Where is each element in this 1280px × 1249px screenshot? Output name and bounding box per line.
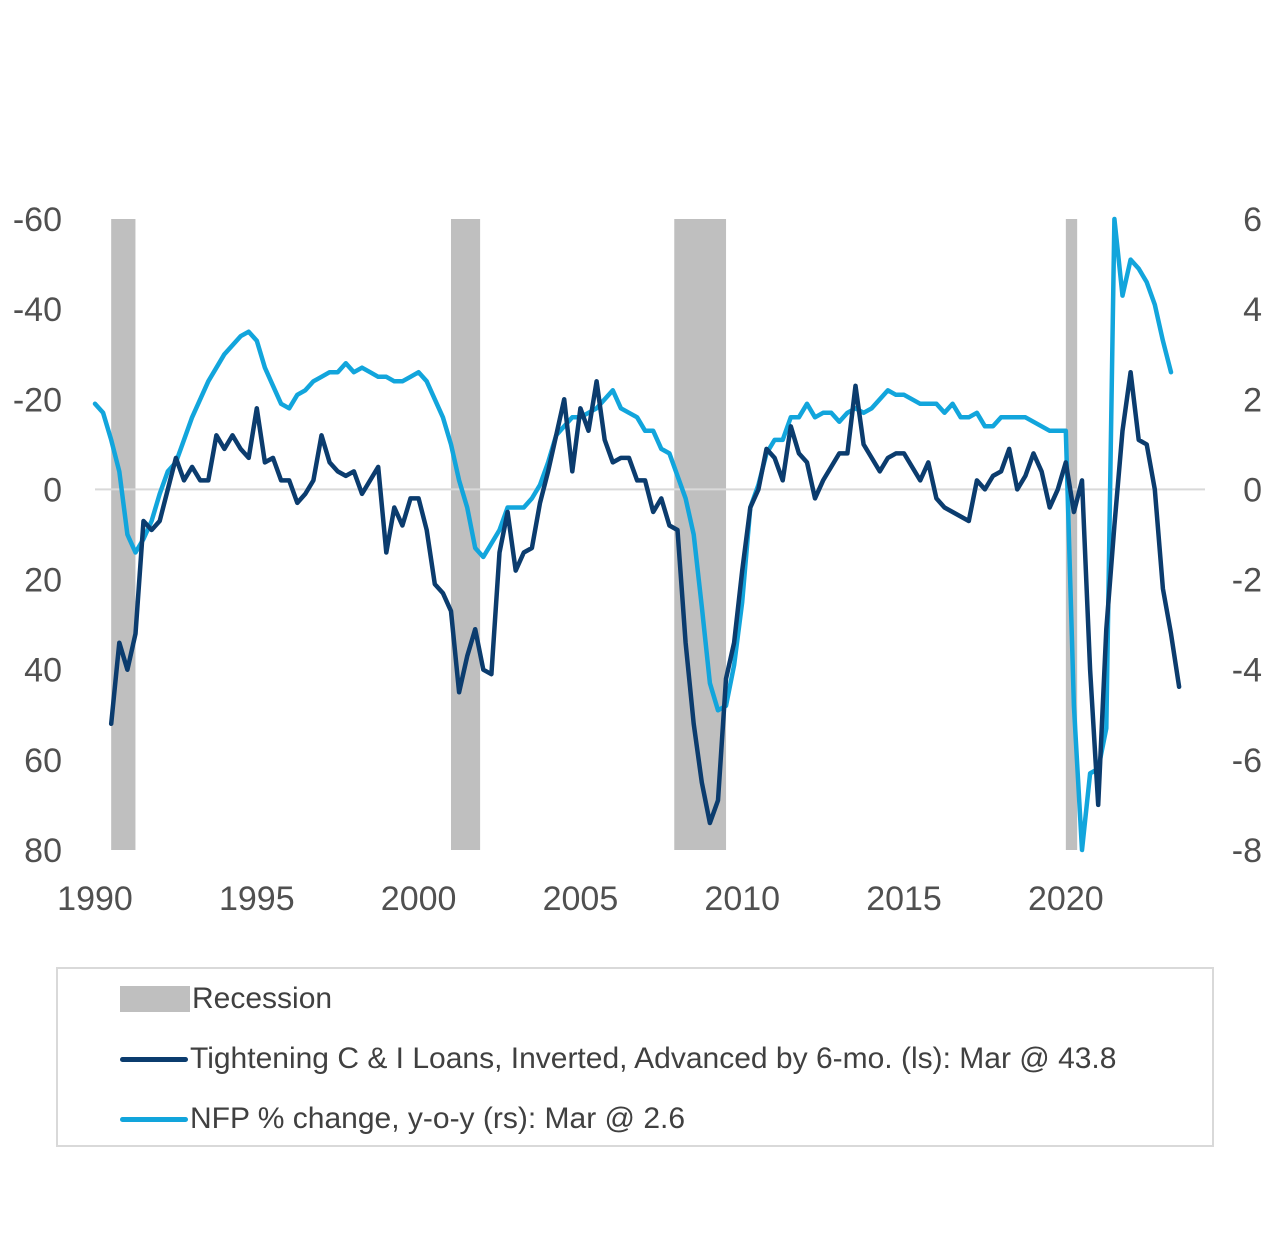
left-tick-label: 60	[24, 742, 62, 780]
left-tick-label: 80	[24, 832, 62, 870]
recession-swatch	[120, 986, 190, 1012]
nfp-swatch	[120, 1116, 188, 1122]
legend-item-recession: Recession	[120, 979, 332, 1019]
right-tick-label: 6	[1243, 201, 1262, 239]
x-axis-ticks: 1990 1995 2000 2005 2010 2015 2020	[57, 880, 1103, 918]
x-tick-label: 2010	[704, 880, 780, 918]
x-tick-label: 2015	[866, 880, 942, 918]
recession-bands	[111, 219, 1078, 850]
recession-band-1	[450, 219, 481, 850]
legend-label-recession: Recession	[192, 982, 333, 1015]
x-tick-label: 2000	[381, 880, 457, 918]
right-tick-label: 2	[1243, 381, 1262, 419]
legend-label-nfp: NFP % change, y-o-y (rs): Mar @ 2.6	[190, 1102, 686, 1135]
left-tick-label: 20	[24, 562, 62, 600]
x-tick-label: 1995	[219, 880, 295, 918]
nfp-series-line	[92, 216, 1174, 853]
right-tick-label: 0	[1243, 471, 1262, 509]
left-tick-label: 0	[43, 471, 62, 509]
series-lines	[92, 216, 1182, 853]
right-tick-label: 4	[1243, 291, 1262, 329]
x-tick-label: 2005	[543, 880, 619, 918]
left-tick-label: -40	[13, 291, 62, 329]
right-axis-ticks: 6 4 2 0 -2 -4 -6 -8	[1232, 201, 1262, 870]
left-axis-ticks: -60 -40 -20 0 20 40 60 80	[13, 201, 62, 870]
legend-label-loans: Tightening C & I Loans, Inverted, Advanc…	[190, 1042, 1117, 1075]
right-tick-label: -6	[1232, 742, 1262, 780]
recession-band-0	[111, 219, 136, 850]
x-tick-label: 2020	[1028, 880, 1104, 918]
legend-item-nfp: NFP % change, y-o-y (rs): Mar @ 2.6	[120, 1099, 685, 1139]
right-tick-label: -4	[1232, 652, 1262, 690]
left-tick-label: -60	[13, 201, 62, 239]
recession-band-3	[1065, 219, 1078, 850]
loans-swatch	[120, 1056, 188, 1062]
recession-band-2	[674, 219, 727, 850]
left-tick-label: -20	[13, 381, 62, 419]
right-tick-label: -8	[1232, 832, 1262, 870]
left-tick-label: 40	[24, 652, 62, 690]
right-tick-label: -2	[1232, 562, 1262, 600]
x-tick-label: 1990	[57, 880, 133, 918]
legend: Recession Tightening C & I Loans, Invert…	[56, 967, 1214, 1147]
loans-series-line	[108, 369, 1182, 826]
legend-item-loans: Tightening C & I Loans, Inverted, Advanc…	[120, 1039, 1116, 1079]
